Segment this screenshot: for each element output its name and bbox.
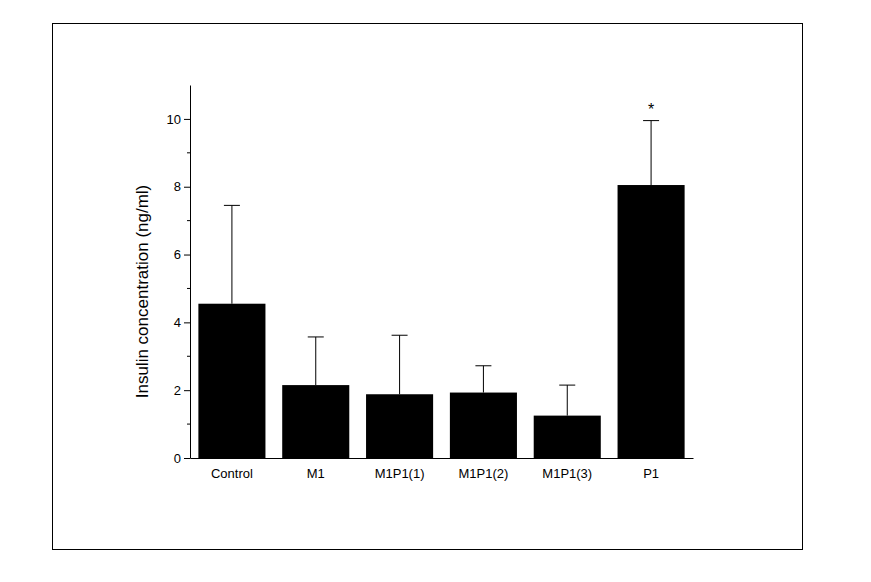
bar — [450, 393, 517, 458]
y-tick: 8 — [174, 179, 190, 194]
y-tick: 2 — [174, 383, 190, 398]
x-tick-label: M1P1(1) — [375, 466, 425, 481]
y-minor-tick — [187, 288, 190, 289]
bar — [282, 385, 349, 458]
y-minor-tick — [187, 356, 190, 357]
error-bar-cap — [643, 120, 659, 121]
x-tick: M1P1(1) — [375, 458, 425, 481]
y-tick: 4 — [174, 315, 190, 330]
x-tick-label: M1P1(2) — [458, 466, 508, 481]
error-bar-stem — [315, 337, 316, 385]
error-bar-cap — [224, 205, 240, 206]
x-tick: P1 — [643, 458, 659, 481]
x-tick-label: M1P1(3) — [542, 466, 592, 481]
y-tick-mark — [184, 458, 190, 459]
x-tick: Control — [211, 458, 253, 481]
y-tick-label: 2 — [174, 383, 181, 398]
x-tick: M1P1(2) — [458, 458, 508, 481]
bar — [534, 416, 601, 458]
y-tick: 0 — [174, 451, 190, 466]
error-bar — [392, 335, 408, 394]
error-bar — [643, 121, 659, 185]
annotation: * — [648, 101, 654, 118]
error-bar-cap — [475, 365, 491, 366]
x-tick-label: P1 — [643, 466, 659, 481]
y-minor-tick — [187, 152, 190, 153]
y-minor-tick — [187, 424, 190, 425]
y-minor-tick — [187, 220, 190, 221]
y-tick-label: 8 — [174, 179, 181, 194]
error-bar-cap — [392, 335, 408, 336]
x-axis-line — [191, 458, 694, 459]
x-tick-label: M1 — [307, 466, 325, 481]
y-tick-mark — [184, 390, 190, 391]
y-axis-line — [190, 86, 191, 459]
y-tick-mark — [184, 255, 190, 256]
bar — [366, 394, 433, 458]
frame — [53, 24, 803, 550]
error-bar-cap — [308, 336, 324, 337]
y-tick: 6 — [174, 247, 190, 262]
error-bar-cap — [559, 385, 575, 386]
x-tick-label: Control — [211, 466, 253, 481]
error-bar — [224, 205, 240, 303]
y-tick-mark — [184, 119, 190, 120]
y-tick-mark — [184, 187, 190, 188]
bar — [198, 304, 265, 458]
y-tick: 10 — [167, 112, 190, 127]
error-bar-stem — [399, 335, 400, 394]
bar — [618, 185, 685, 458]
y-tick-label: 10 — [167, 112, 181, 127]
error-bar-stem — [483, 366, 484, 393]
error-bar-stem — [567, 385, 568, 416]
x-axis: Control M1 M1P1(1) M1P1(2) M1P1(3) P1 — [191, 458, 694, 481]
error-bar — [559, 385, 575, 416]
error-bar — [308, 337, 324, 385]
plot-area — [198, 121, 684, 458]
y-tick-label: 4 — [174, 315, 181, 330]
chart: 0 2 4 6 8 10 Control M1 M1P1(1) M1P1(2) M1P1(3) P1 I… — [0, 0, 871, 582]
y-tick-label: 6 — [174, 247, 181, 262]
x-tick: M1P1(3) — [542, 458, 592, 481]
y-axis: 0 2 4 6 8 10 — [167, 86, 191, 466]
error-bar-stem — [231, 205, 232, 303]
error-bar-stem — [651, 121, 652, 185]
y-axis-title: Insulin concentration (ng/ml) — [133, 185, 152, 399]
y-tick-mark — [184, 322, 190, 323]
y-tick-label: 0 — [174, 451, 181, 466]
x-tick: M1 — [307, 458, 325, 481]
error-bar — [475, 366, 491, 393]
